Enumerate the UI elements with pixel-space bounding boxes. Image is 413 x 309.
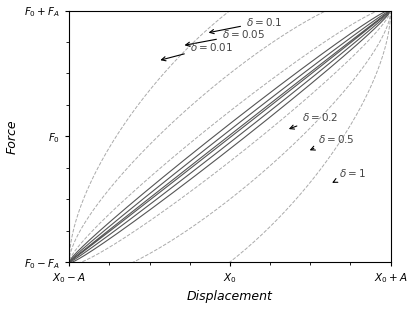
Text: $\delta=0.01$: $\delta=0.01$ [161, 41, 233, 61]
X-axis label: Displacement: Displacement [187, 290, 273, 303]
Text: $\delta=0.5$: $\delta=0.5$ [311, 133, 355, 150]
Text: $\delta=1$: $\delta=1$ [333, 167, 366, 182]
Text: $\delta=0.1$: $\delta=0.1$ [210, 16, 282, 34]
Y-axis label: Force: Force [5, 119, 19, 154]
Text: $\delta=0.2$: $\delta=0.2$ [290, 111, 338, 129]
Text: $\delta=0.05$: $\delta=0.05$ [186, 28, 265, 46]
